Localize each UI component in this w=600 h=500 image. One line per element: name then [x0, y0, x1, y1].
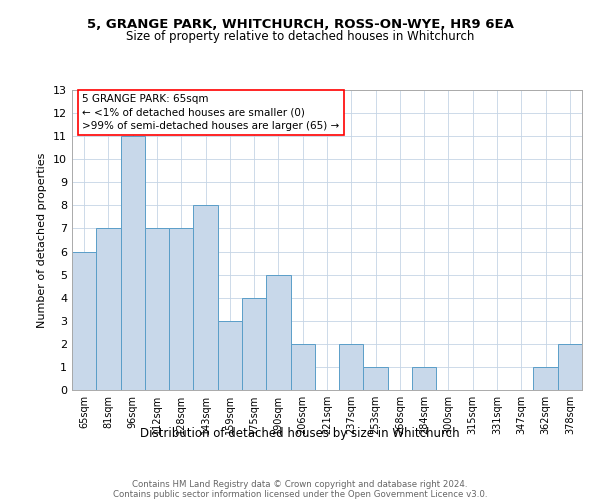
Y-axis label: Number of detached properties: Number of detached properties [37, 152, 47, 328]
Text: 5 GRANGE PARK: 65sqm
← <1% of detached houses are smaller (0)
>99% of semi-detac: 5 GRANGE PARK: 65sqm ← <1% of detached h… [82, 94, 340, 131]
Bar [193, 206, 218, 390]
Text: Distribution of detached houses by size in Whitchurch: Distribution of detached houses by size … [140, 428, 460, 440]
Bar [412, 367, 436, 390]
Bar [218, 321, 242, 390]
Bar [339, 344, 364, 390]
Bar [533, 367, 558, 390]
Bar [145, 228, 169, 390]
Bar [364, 367, 388, 390]
Bar [96, 228, 121, 390]
Bar [121, 136, 145, 390]
Bar [290, 344, 315, 390]
Bar [72, 252, 96, 390]
Bar [169, 228, 193, 390]
Bar [266, 274, 290, 390]
Text: 5, GRANGE PARK, WHITCHURCH, ROSS-ON-WYE, HR9 6EA: 5, GRANGE PARK, WHITCHURCH, ROSS-ON-WYE,… [86, 18, 514, 30]
Bar [558, 344, 582, 390]
Text: Contains public sector information licensed under the Open Government Licence v3: Contains public sector information licen… [113, 490, 487, 499]
Text: Contains HM Land Registry data © Crown copyright and database right 2024.: Contains HM Land Registry data © Crown c… [132, 480, 468, 489]
Bar [242, 298, 266, 390]
Text: Size of property relative to detached houses in Whitchurch: Size of property relative to detached ho… [126, 30, 474, 43]
